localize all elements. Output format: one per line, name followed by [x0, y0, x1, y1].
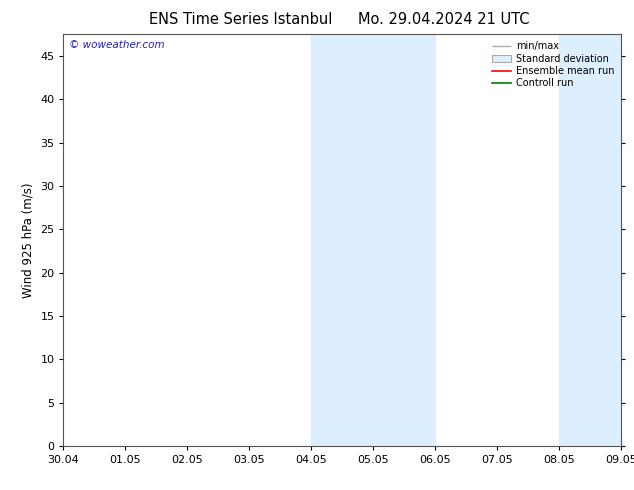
Text: ENS Time Series Istanbul: ENS Time Series Istanbul: [149, 12, 333, 27]
Bar: [311, 34, 373, 446]
Legend: min/max, Standard deviation, Ensemble mean run, Controll run: min/max, Standard deviation, Ensemble me…: [489, 39, 616, 90]
Text: Mo. 29.04.2024 21 UTC: Mo. 29.04.2024 21 UTC: [358, 12, 529, 27]
Bar: [373, 34, 436, 446]
Bar: [559, 34, 621, 446]
Text: © woweather.com: © woweather.com: [69, 41, 165, 50]
Y-axis label: Wind 925 hPa (m/s): Wind 925 hPa (m/s): [22, 182, 35, 298]
